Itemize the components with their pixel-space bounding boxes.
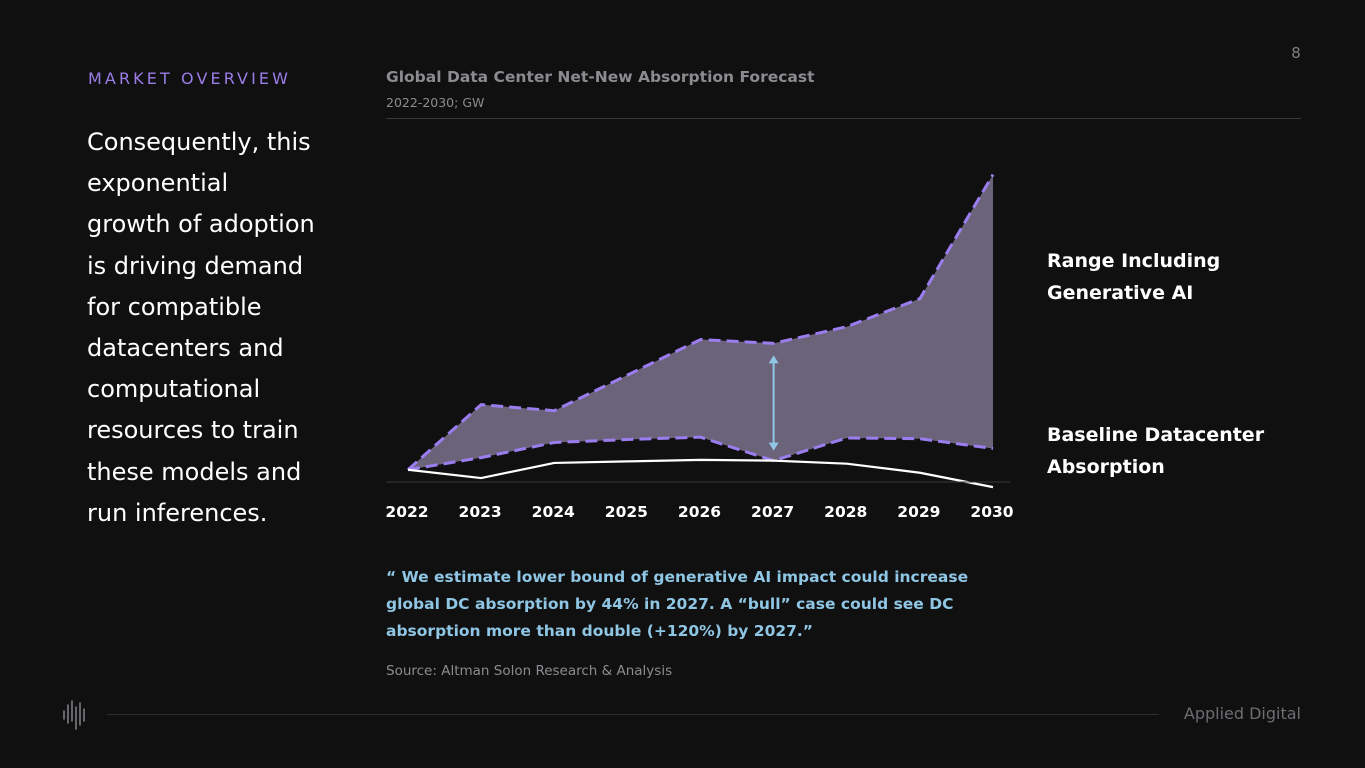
chart-subtitle: 2022-2030; GW	[386, 95, 485, 110]
x-tick-label: 2028	[824, 503, 867, 521]
range-upper-line	[407, 173, 995, 471]
x-tick-label: 2027	[751, 503, 794, 521]
source-note: Source: Altman Solon Research & Analysis	[386, 663, 673, 679]
legend-label-baseline: Baseline Datacenter Absorption	[1047, 424, 1265, 478]
range-area	[408, 174, 993, 470]
range-arrow-head-down	[768, 442, 779, 451]
x-tick-label: 2025	[605, 503, 648, 521]
title-divider	[386, 118, 1301, 119]
range-arrow-head-up	[768, 355, 779, 364]
page-number: 8	[1291, 44, 1301, 62]
x-tick-label: 2030	[970, 503, 1013, 521]
section-label: MARKET OVERVIEW	[88, 69, 292, 88]
chart-title: Global Data Center Net-New Absorption Fo…	[386, 68, 815, 86]
x-tick-label: 2029	[897, 503, 940, 521]
brand-name: Applied Digital	[1183, 704, 1301, 723]
x-tick-label: 2022	[385, 503, 428, 521]
legend-label-range: Range Including Generative AI	[1047, 250, 1221, 304]
baseline-line	[407, 458, 994, 489]
range-lower-line	[407, 435, 994, 472]
applied-digital-logo-icon	[63, 700, 85, 730]
x-tick-label: 2024	[532, 503, 575, 521]
x-tick-label: 2026	[678, 503, 721, 521]
x-tick-label: 2023	[459, 503, 502, 521]
quote-text: “ We estimate lower bound of generative …	[386, 568, 969, 640]
absorption-chart: 2022 2023 2024 2025 2026 2027 2028 2029 2030	[385, 173, 1014, 521]
body-text: Consequently, this exponential growth of…	[87, 128, 315, 527]
footer-divider	[107, 714, 1159, 715]
